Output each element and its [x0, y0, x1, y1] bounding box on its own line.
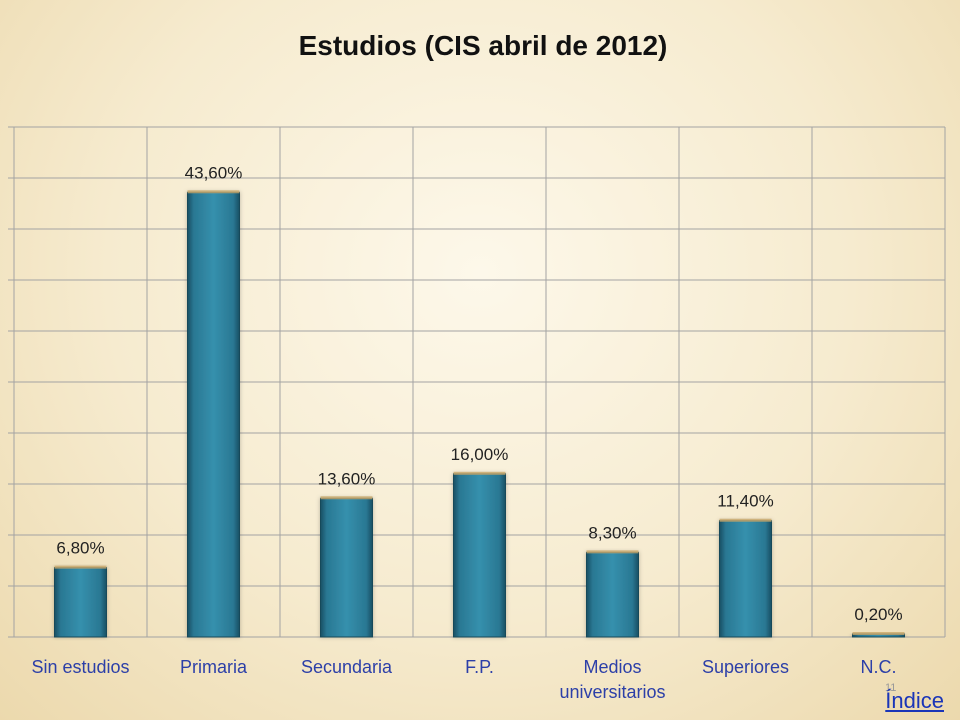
bar [187, 191, 240, 638]
chart-title: Estudios (CIS abril de 2012) [298, 30, 668, 61]
category-label: Medios [583, 657, 641, 677]
data-label: 13,60% [318, 469, 376, 488]
bar-cap [453, 471, 506, 475]
slide-number: 11 [885, 682, 897, 694]
bar [320, 497, 373, 638]
category-label: universitarios [559, 682, 665, 702]
x-axis-labels: Sin estudios Primaria Secundaria F.P. Medios… [31, 657, 896, 702]
data-label: 0,20% [854, 605, 902, 624]
bar [586, 551, 639, 638]
category-label: Superiores [702, 657, 789, 677]
bars [54, 190, 905, 638]
data-label: 43,60% [185, 163, 243, 182]
data-label: 16,00% [451, 445, 509, 464]
category-label: Primaria [180, 657, 248, 677]
grid-lines [8, 126, 946, 638]
bar-cap [54, 565, 107, 569]
bar [719, 520, 772, 638]
bar-cap [586, 550, 639, 554]
data-label: 8,30% [588, 523, 636, 542]
data-label: 11,40% [717, 492, 773, 511]
data-label: 6,80% [56, 539, 104, 558]
index-link[interactable]: Índice [885, 688, 944, 713]
bar [54, 567, 107, 638]
bar-cap [320, 496, 373, 500]
category-label: Secundaria [301, 657, 393, 677]
bar [453, 473, 506, 638]
bar-cap [187, 190, 240, 194]
bar-cap [719, 518, 772, 522]
data-labels: 6,80% 43,60% 13,60% 16,00% 8,30% 11,40% 0,20% [56, 163, 902, 624]
bar-cap [852, 632, 905, 635]
category-label: F.P. [465, 657, 494, 677]
category-label: Sin estudios [31, 657, 129, 677]
category-label: N.C. [861, 657, 897, 677]
